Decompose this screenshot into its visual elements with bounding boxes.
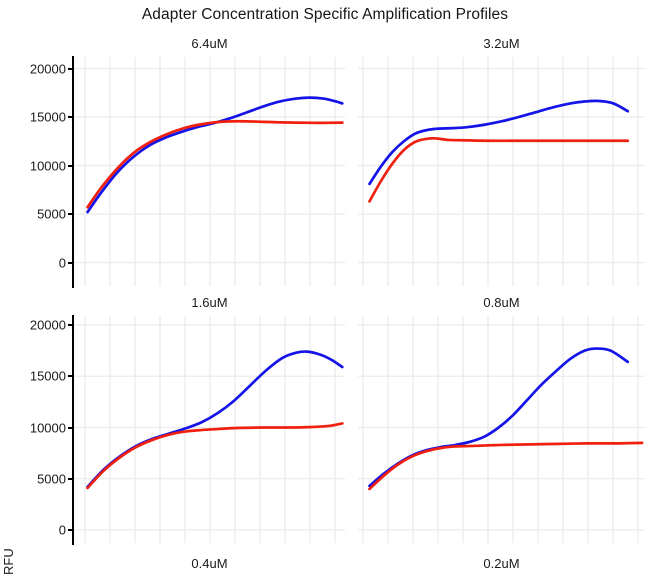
y-tick-label: 20000	[29, 61, 66, 76]
y-tick-mark	[67, 116, 74, 118]
series-red-curve	[86, 422, 344, 490]
y-tick-mark	[67, 529, 74, 531]
y-tick-label: 20000	[29, 317, 66, 333]
y-tick-mark	[67, 324, 74, 326]
y-tick-mark	[67, 213, 74, 215]
y-tick-mark	[67, 375, 74, 378]
series-blue-curve	[86, 96, 344, 214]
y-tick-label: 15000	[29, 109, 66, 125]
y-tick-label: 5000	[37, 206, 66, 222]
y-tick-label: 5000	[37, 471, 66, 487]
series-blue-curve	[86, 350, 344, 489]
y-tick-label: 0	[58, 255, 66, 270]
series-blue-curve	[368, 99, 630, 186]
series-blue-curve	[368, 347, 630, 488]
y-tick-mark	[67, 477, 74, 480]
panel-3.2uM	[358, 57, 645, 286]
facet-title-1.6uM: 1.6uM	[191, 295, 228, 310]
facet-title-3.2uM: 3.2uM	[483, 36, 520, 51]
y-tick-label: 0	[58, 522, 66, 538]
series-red-curve	[86, 119, 344, 209]
facet-title-6.4uM: 6.4uM	[191, 36, 228, 51]
y-tick-label: 10000	[29, 158, 66, 173]
y-tick-mark	[67, 164, 74, 167]
facet-title-0.2uM: 0.2uM	[483, 556, 520, 571]
series-red-curve	[368, 441, 644, 491]
panel-6.4uM	[74, 57, 345, 286]
y-axis-title: RFU	[1, 548, 16, 575]
y-tick-mark	[67, 426, 74, 429]
y-tick-mark	[67, 67, 74, 70]
y-tick-label: 10000	[29, 420, 66, 435]
y-tick-label: 15000	[29, 368, 66, 384]
y-axis-line	[71, 315, 74, 545]
panel-0.8uM	[358, 316, 645, 543]
plot-title: Adapter Concentration Specific Amplifica…	[141, 6, 509, 23]
y-axis-line	[71, 56, 74, 288]
facet-title-0.4uM: 0.4uM	[191, 556, 228, 571]
facet-title-0.8uM: 0.8uM	[483, 295, 520, 310]
y-tick-mark	[67, 261, 74, 264]
panel-1.6uM	[74, 316, 345, 543]
series-red-curve	[368, 136, 630, 203]
